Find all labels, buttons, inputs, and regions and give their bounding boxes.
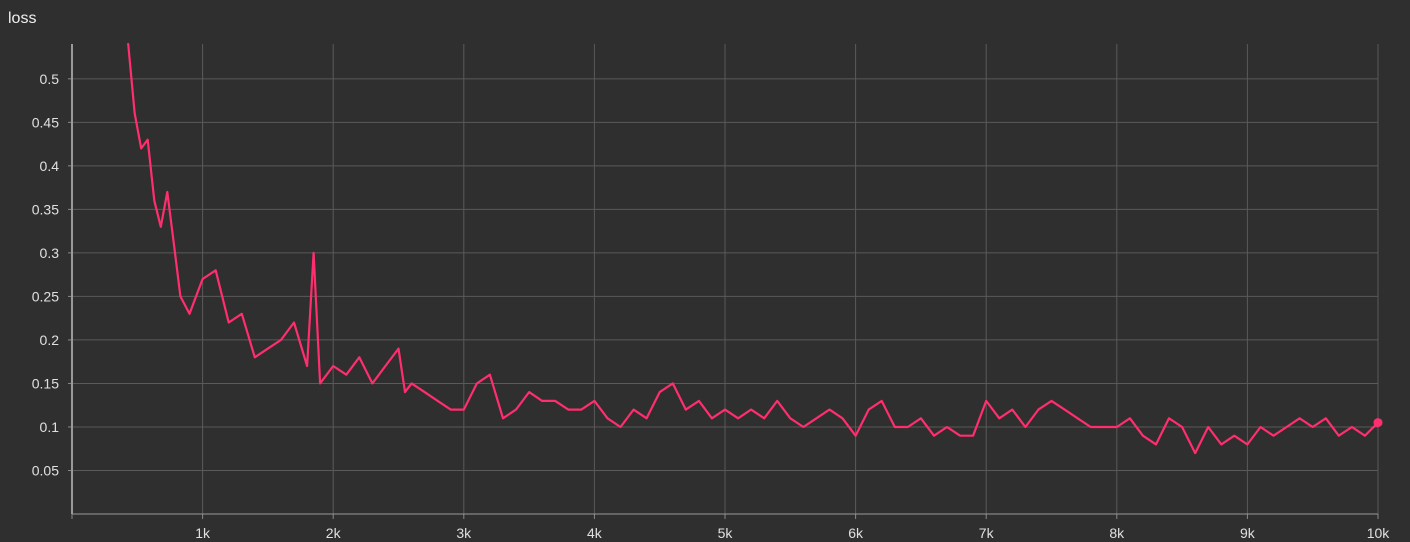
y-tick-label: 0.5 xyxy=(40,71,60,87)
x-tick-label: 7k xyxy=(979,525,995,541)
y-tick-label: 0.4 xyxy=(40,158,60,174)
y-tick-label: 0.25 xyxy=(32,288,59,304)
y-tick-label: 0.35 xyxy=(32,201,59,217)
y-tick-label: 0.1 xyxy=(40,419,60,435)
y-tick-label: 0.45 xyxy=(32,114,59,130)
x-tick-label: 3k xyxy=(456,525,472,541)
y-tick-label: 0.2 xyxy=(40,332,60,348)
y-tick-label: 0.15 xyxy=(32,375,59,391)
x-tick-label: 4k xyxy=(587,525,603,541)
x-tick-label: 6k xyxy=(848,525,864,541)
x-tick-label: 9k xyxy=(1240,525,1256,541)
loss-series-line xyxy=(127,42,1380,455)
x-tick-label: 5k xyxy=(718,525,734,541)
x-tick-label: 10k xyxy=(1367,525,1391,541)
y-tick-label: 0.3 xyxy=(40,245,60,261)
x-tick-label: 8k xyxy=(1109,525,1125,541)
chart-title: loss xyxy=(8,10,37,27)
y-tick-label: 0.05 xyxy=(32,462,59,478)
x-tick-label: 1k xyxy=(195,525,211,541)
x-tick-label: 2k xyxy=(326,525,342,541)
last-point-marker xyxy=(1373,418,1383,428)
